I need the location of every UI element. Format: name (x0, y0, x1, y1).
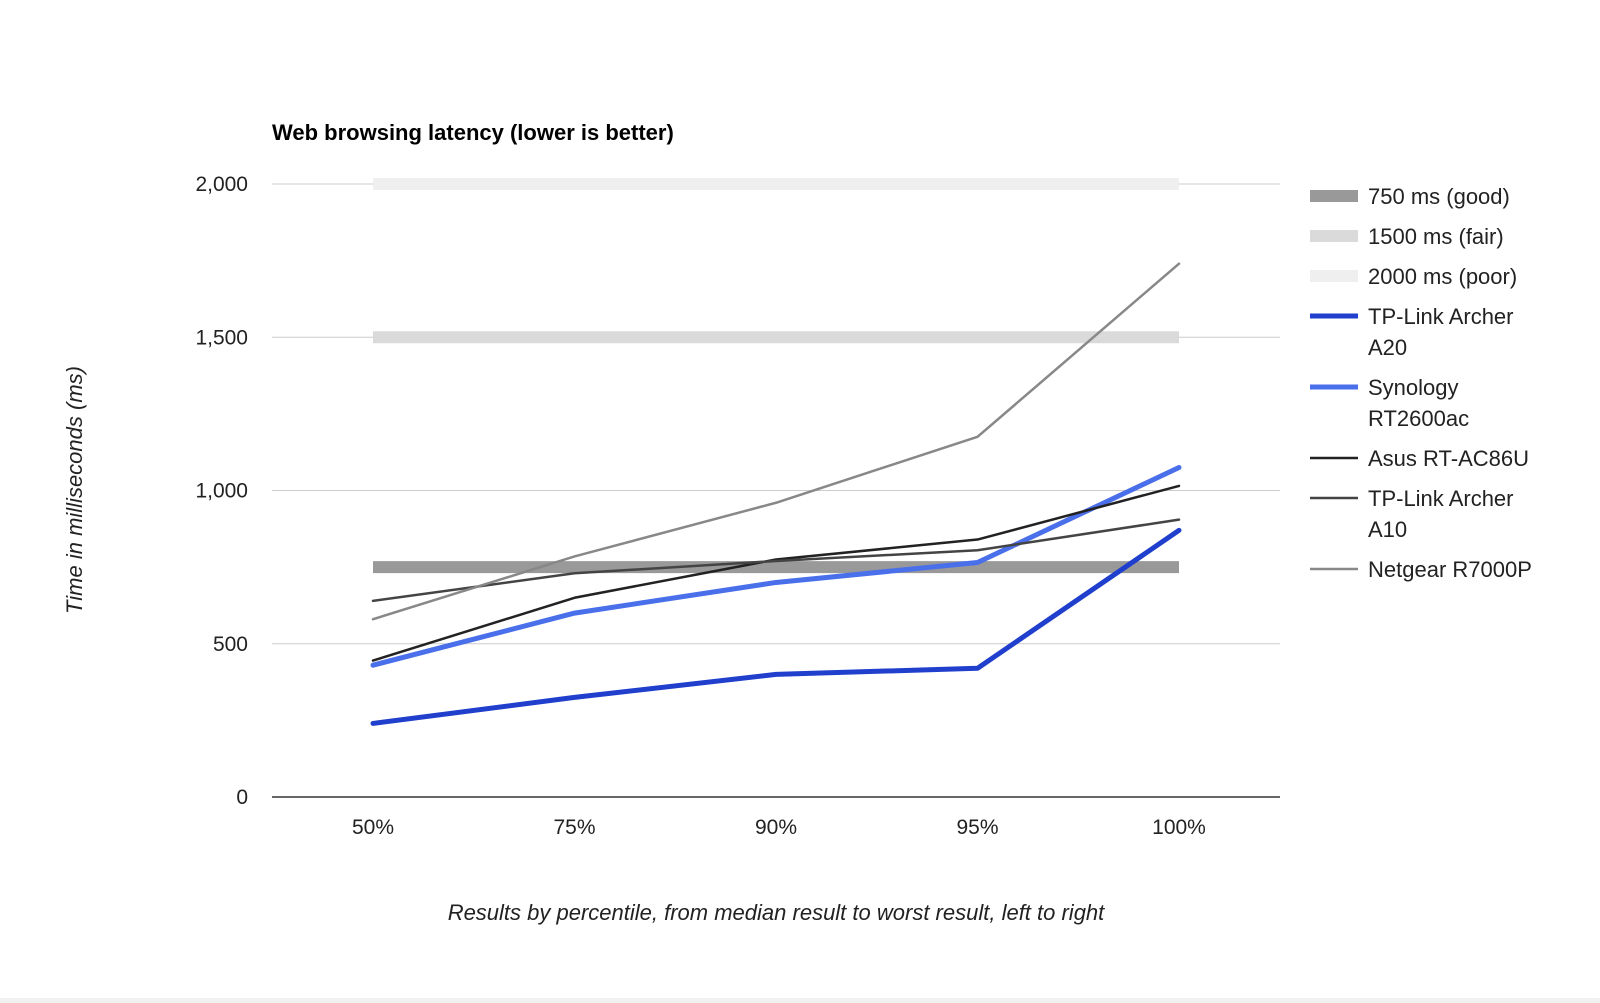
x-tick-label: 50% (352, 816, 394, 839)
series-line (371, 518, 1181, 603)
x-tick-label: 95% (956, 816, 998, 839)
series-line (370, 465, 1182, 668)
legend-label: 750 ms (good) (1368, 184, 1510, 209)
x-tick-label: 90% (755, 816, 797, 839)
y-tick-label: 500 (213, 633, 248, 656)
y-tick-label: 2,000 (195, 173, 248, 196)
bottom-divider (0, 998, 1600, 1003)
series-line (370, 527, 1182, 726)
legend-label: 1500 ms (fair) (1368, 224, 1504, 249)
legend-label: Asus RT-AC86U (1368, 446, 1529, 471)
x-tick-label: 100% (1152, 816, 1206, 839)
x-axis-label: Results by percentile, from median resul… (448, 900, 1105, 925)
series-lines (370, 262, 1182, 726)
x-axis-ticks: 50% 75% 90% 95% 100% (352, 816, 1206, 839)
legend-label: Netgear R7000P (1368, 557, 1532, 582)
y-tick-label: 1,000 (195, 480, 248, 503)
legend-label: 2000 ms (poor) (1368, 264, 1517, 289)
y-axis-ticks: 0 500 1,000 1,500 2,000 (195, 173, 248, 809)
x-tick-label: 75% (553, 816, 595, 839)
legend-label: Synology RT2600ac (1368, 375, 1469, 431)
reference-bands (373, 178, 1179, 574)
series-line (371, 484, 1181, 662)
y-tick-label: 1,500 (195, 326, 248, 349)
series-line (371, 262, 1181, 621)
legend: 750 ms (good) 1500 ms (fair) 2000 ms (poor… (1310, 184, 1532, 582)
gridlines (272, 183, 1280, 645)
y-axis-label: Time in milliseconds (ms) (62, 366, 87, 614)
legend-label: TP-Link Archer A20 (1368, 304, 1514, 360)
chart-title: Web browsing latency (lower is better) (272, 120, 674, 145)
legend-label: TP-Link Archer A10 (1368, 486, 1514, 542)
y-tick-label: 0 (236, 786, 248, 809)
